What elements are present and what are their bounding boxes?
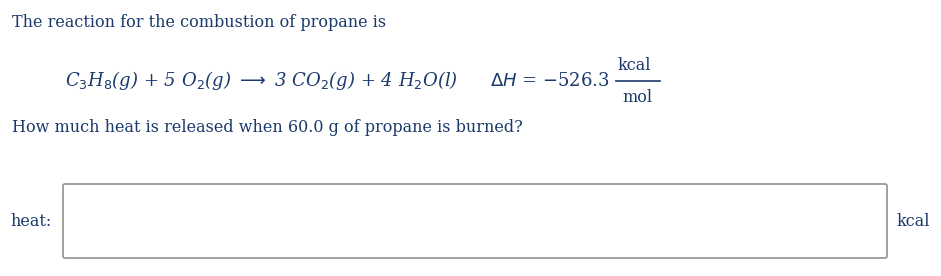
Text: How much heat is released when 60.0 g of propane is burned?: How much heat is released when 60.0 g of… [12,120,523,137]
Text: $\it{\Delta H}$ = $-$526.3: $\it{\Delta H}$ = $-$526.3 [490,72,610,90]
Text: kcal: kcal [897,213,931,230]
Text: The reaction for the combustion of propane is: The reaction for the combustion of propa… [12,14,386,31]
Text: mol: mol [622,89,652,105]
Text: heat:: heat: [10,213,51,230]
FancyBboxPatch shape [63,184,887,258]
Text: kcal: kcal [618,57,651,73]
Text: C$_3$H$_8$(g) + 5 O$_2$(g) $\longrightarrow$ 3 CO$_2$(g) + 4 H$_2$O(l): C$_3$H$_8$(g) + 5 O$_2$(g) $\longrightar… [65,70,458,92]
